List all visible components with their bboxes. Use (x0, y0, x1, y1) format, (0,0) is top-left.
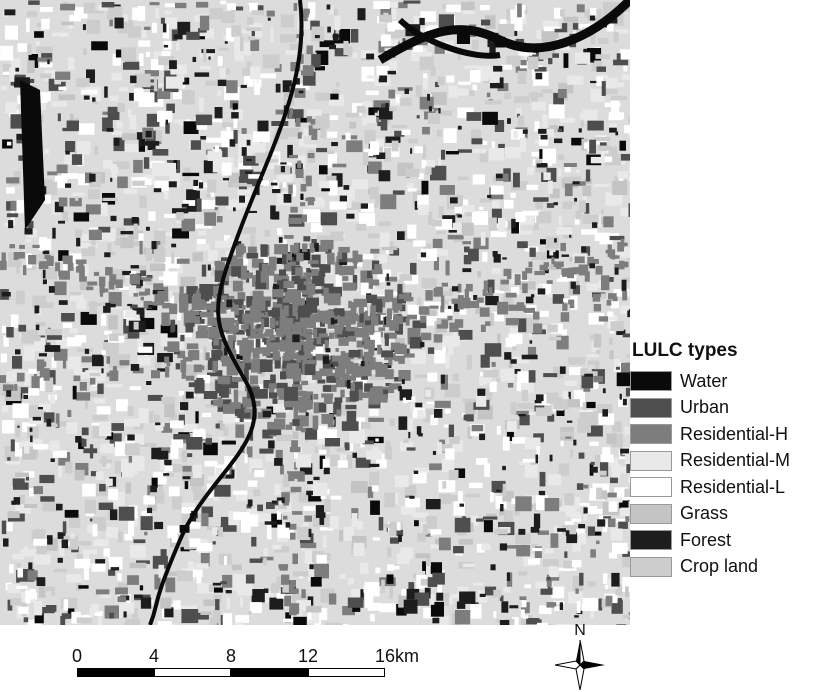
north-arrow: N (552, 622, 608, 692)
scale-bar: 0 4 8 12 16 km (72, 646, 419, 686)
legend-item-urban: Urban (630, 395, 815, 422)
scale-tick-12: 12 (297, 646, 319, 666)
legend-swatch (630, 450, 672, 471)
compass-star-icon (555, 640, 605, 690)
scale-segment-1 (77, 668, 154, 677)
legend-label: Grass (680, 503, 729, 524)
legend-item-grass: Grass (630, 501, 815, 528)
legend-item-water: Water (630, 368, 815, 395)
scale-tick-16: 16 (374, 646, 396, 666)
legend-label: Crop land (680, 556, 759, 577)
land-use-map (0, 0, 630, 625)
legend-swatch (630, 503, 672, 524)
legend-label: Urban (680, 397, 730, 418)
legend-swatch (630, 477, 672, 498)
scale-segment-2 (154, 668, 231, 677)
legend-title: LULC types (632, 340, 738, 361)
legend-item-residential-m: Residential-M (630, 448, 815, 475)
legend-item-residential-h: Residential-H (630, 421, 815, 448)
scale-segment-4 (308, 668, 385, 677)
legend: LULC types Water Urban Residential-H Reside… (630, 340, 815, 580)
legend-item-residential-l: Residential-L (630, 474, 815, 501)
legend-label: Residential-M (680, 450, 791, 471)
legend-item-forest: Forest (630, 527, 815, 554)
legend-item-crop-land: Crop land (630, 554, 815, 581)
legend-swatch (630, 556, 672, 577)
scale-tick-4: 4 (148, 646, 160, 666)
legend-swatch (630, 371, 672, 392)
scale-unit: km (395, 646, 419, 666)
legend-label: Forest (680, 529, 732, 550)
legend-label: Residential-L (680, 476, 786, 497)
legend-swatch (630, 397, 672, 418)
scale-tick-0: 0 (71, 646, 83, 666)
scale-tick-8: 8 (225, 646, 237, 666)
scale-segment-3 (231, 668, 308, 677)
legend-swatch (630, 530, 672, 551)
legend-label: Residential-H (680, 423, 789, 444)
legend-swatch (630, 424, 672, 445)
legend-label: Water (680, 370, 728, 391)
north-label: N (574, 622, 586, 639)
